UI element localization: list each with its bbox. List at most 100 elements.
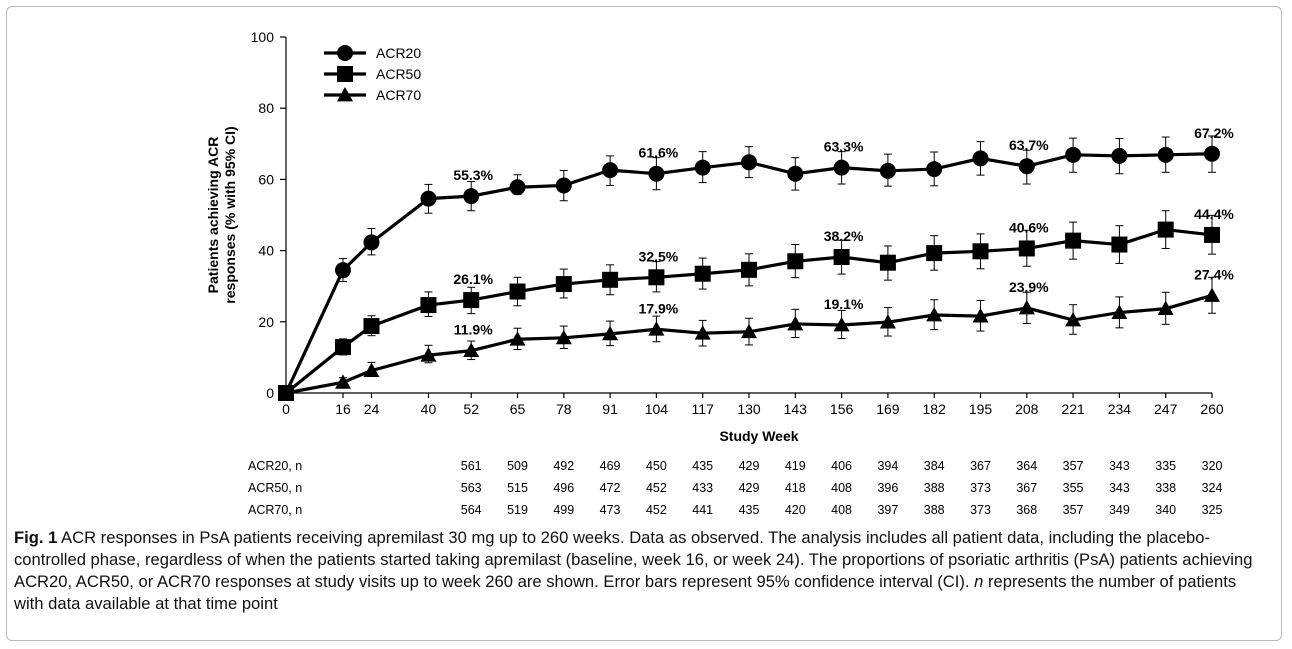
n-cell: 452	[646, 503, 667, 517]
x-tick-label: 247	[1154, 401, 1178, 417]
data-label: 19.1%	[824, 296, 864, 312]
data-label: 23.9%	[1009, 279, 1049, 295]
data-point	[972, 308, 989, 323]
data-point	[363, 318, 380, 335]
data-label: 11.9%	[454, 322, 493, 338]
y-axis-title-line2: responses (% with 95% CI)	[222, 126, 238, 303]
n-cell: 324	[1202, 481, 1223, 495]
series-acr70	[278, 276, 1220, 400]
data-point	[363, 234, 380, 251]
n-cell: 320	[1202, 459, 1223, 473]
n-cell: 499	[553, 503, 574, 517]
data-point	[787, 253, 804, 270]
x-tick-label: 52	[463, 401, 479, 417]
figure-label: Fig. 1	[14, 528, 58, 547]
data-label: 63.3%	[824, 139, 864, 155]
x-tick-label: 16	[335, 401, 351, 417]
data-point	[334, 262, 351, 279]
legend-label: ACR50	[376, 66, 421, 82]
data-point	[648, 269, 665, 286]
data-point	[602, 271, 619, 288]
data-point	[741, 154, 757, 171]
legend-marker	[337, 45, 353, 61]
data-point	[694, 159, 711, 176]
n-cell: 335	[1155, 459, 1176, 473]
n-cell: 452	[646, 481, 667, 495]
x-tick-label: 104	[645, 401, 669, 417]
data-point	[1204, 145, 1220, 162]
data-point	[926, 245, 943, 262]
n-cell: 373	[970, 503, 991, 517]
n-cell: 397	[877, 503, 898, 517]
data-point	[694, 325, 711, 340]
x-tick-label: 260	[1200, 401, 1224, 417]
data-point	[833, 317, 850, 332]
data-point	[741, 323, 757, 339]
data-point	[602, 162, 619, 179]
data-label: 44.4%	[1194, 206, 1234, 222]
n-cell: 435	[692, 459, 713, 473]
data-point	[1111, 147, 1128, 164]
data-label: 17.9%	[639, 300, 679, 316]
legend-label: ACR20	[376, 45, 421, 61]
data-point	[787, 165, 804, 182]
n-cell: 373	[970, 481, 991, 495]
caption-text-2: represents the number of patients with d…	[14, 572, 1237, 613]
n-cell: 563	[461, 481, 482, 495]
n-cell: 420	[785, 503, 806, 517]
n-cell: 472	[600, 481, 621, 495]
n-cell: 394	[877, 459, 898, 473]
data-point	[1157, 300, 1174, 316]
data-point	[1204, 287, 1220, 302]
legend-marker	[337, 87, 353, 102]
figure-caption: Fig. 1 ACR responses in PsA patients rec…	[14, 527, 1269, 615]
data-label: 38.2%	[824, 228, 864, 244]
n-cell: 364	[1016, 459, 1037, 473]
data-point	[555, 177, 572, 194]
data-point	[648, 165, 665, 182]
data-point	[420, 297, 437, 314]
n-cell: 388	[924, 481, 945, 495]
chart-axes: 0 20 40 60 80 100 0 16 24 40 52 65 78 91 104 117 130 143 1…	[205, 29, 1224, 444]
n-cell: 408	[831, 503, 852, 517]
data-label: 55.3%	[453, 167, 493, 183]
x-tick-label: 130	[737, 401, 761, 417]
legend-marker	[337, 66, 353, 82]
n-cell: 355	[1063, 481, 1084, 495]
x-tick-label: 195	[969, 401, 993, 417]
n-cell: 367	[1016, 481, 1037, 495]
data-point	[463, 188, 480, 205]
data-point	[926, 161, 943, 178]
x-tick-label: 182	[923, 401, 947, 417]
data-point	[833, 249, 850, 266]
data-point	[648, 321, 665, 336]
caption-text-1: ACR responses in PsA patients receiving …	[14, 528, 1253, 591]
n-cell: 473	[600, 503, 621, 517]
data-point	[420, 190, 437, 207]
y-axis-title-line1: Patients achieving ACR	[205, 137, 221, 294]
data-point	[1018, 240, 1035, 257]
y-tick-label: 100	[251, 29, 275, 45]
x-tick-label: 221	[1061, 401, 1085, 417]
n-cell: 509	[507, 459, 528, 473]
n-cell: 418	[785, 481, 806, 495]
n-cell: 433	[692, 481, 713, 495]
n-cell: 367	[970, 459, 991, 473]
data-label: 26.1%	[453, 271, 493, 287]
n-cell: 496	[553, 481, 574, 495]
data-point	[879, 314, 896, 329]
data-point	[334, 339, 351, 356]
data-point	[555, 329, 572, 345]
data-point	[1111, 236, 1128, 253]
data-point	[833, 159, 850, 176]
n-cell: 561	[461, 459, 482, 473]
n-cell: 419	[785, 459, 806, 473]
x-tick-label: 143	[784, 401, 808, 417]
n-cell: 384	[924, 459, 945, 473]
data-point	[602, 325, 619, 341]
data-point	[1204, 226, 1220, 243]
data-point	[463, 342, 480, 358]
x-tick-label: 117	[692, 401, 715, 417]
n-cell: 396	[877, 481, 898, 495]
data-point	[509, 179, 526, 196]
